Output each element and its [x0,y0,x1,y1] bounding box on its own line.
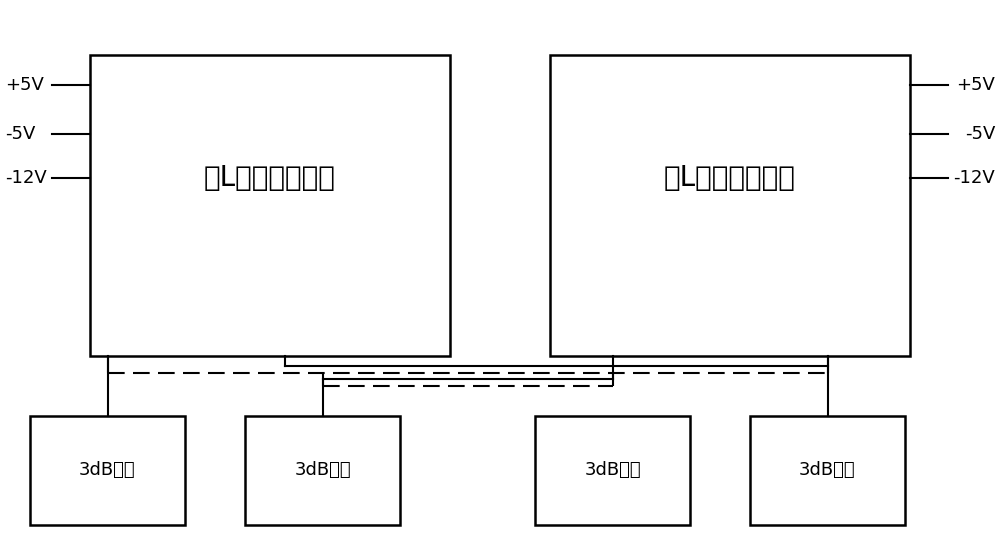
Bar [30,416,185,525]
Text: 3dB电桥: 3dB电桥 [294,462,351,479]
Bar [535,416,690,525]
Text: 3dB电桥: 3dB电桥 [584,462,641,479]
Text: +5V: +5V [956,76,995,94]
Bar [550,55,910,356]
Text: 主L波段收发组件: 主L波段收发组件 [204,164,336,192]
Text: 3dB电桥: 3dB电桥 [79,462,136,479]
Bar [245,416,400,525]
Text: -5V: -5V [5,125,35,143]
Text: 3dB电桥: 3dB电桥 [799,462,856,479]
Text: 备L波段收发组件: 备L波段收发组件 [664,164,796,192]
Text: -5V: -5V [965,125,995,143]
Bar [90,55,450,356]
Text: -12V: -12V [5,169,47,187]
Bar [750,416,905,525]
Text: +5V: +5V [5,76,44,94]
Text: -12V: -12V [953,169,995,187]
